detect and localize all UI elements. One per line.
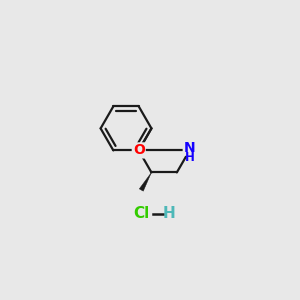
Text: H: H bbox=[162, 206, 175, 221]
Text: N: N bbox=[184, 141, 195, 154]
Polygon shape bbox=[139, 172, 152, 191]
Text: H: H bbox=[184, 151, 194, 164]
Text: Cl: Cl bbox=[133, 206, 149, 221]
Text: O: O bbox=[133, 143, 145, 158]
